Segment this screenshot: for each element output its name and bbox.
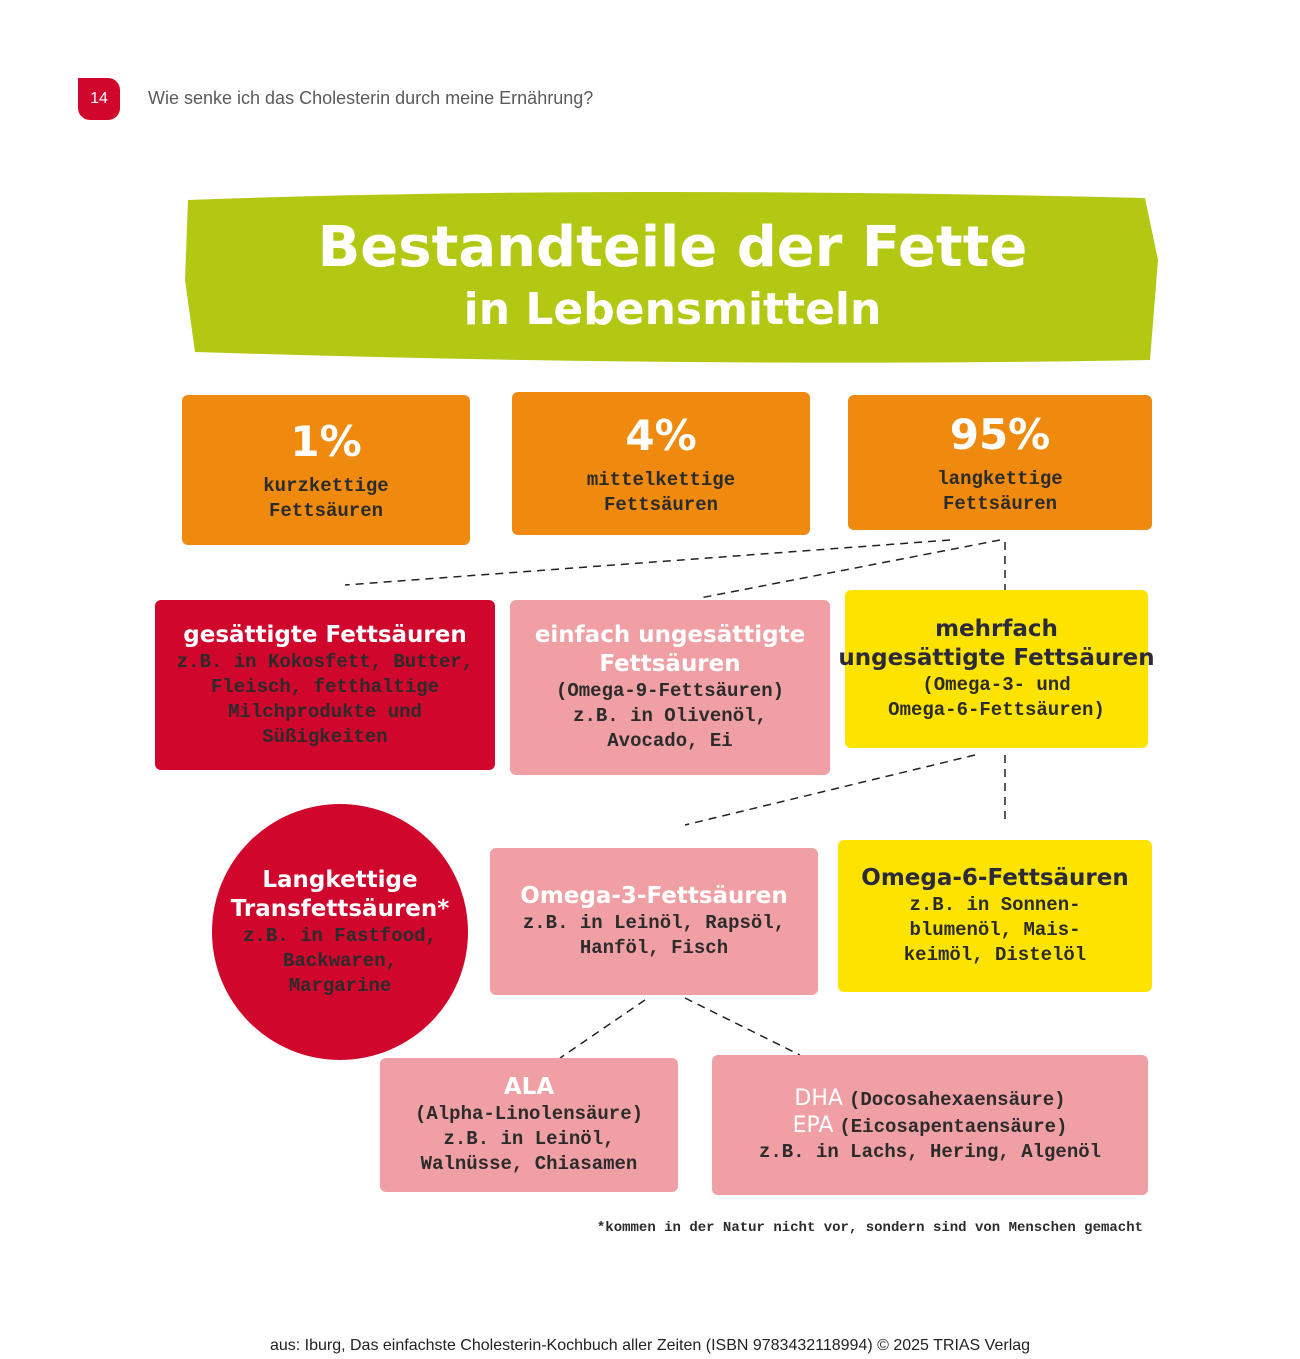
abbreviation: DHA — [794, 1085, 843, 1111]
box-text: z.B. in Kokosfett, Butter, — [176, 650, 474, 673]
info-box: einfach ungesättigte Fettsäuren (Omega-9-F… — [510, 600, 830, 775]
box-title: mehrfach — [935, 616, 1058, 642]
info-box: gesättigte Fettsäuren z.B. in Kokosfett, … — [155, 600, 495, 770]
connector — [344, 539, 951, 586]
infographic-title: Bestandteile der Fette — [317, 215, 1028, 280]
box-title: Langkettige — [262, 866, 418, 893]
info-box: Omega-3-Fettsäuren z.B. in Leinöl, Rapsöl… — [490, 848, 818, 995]
box-text: (Omega-3- und — [922, 674, 1071, 696]
box-text: (Alpha-Linolensäure) — [414, 1103, 644, 1125]
box-title: gesättigte Fettsäuren — [183, 621, 467, 648]
connector — [684, 754, 976, 826]
box-title: Fettsäuren — [599, 651, 741, 677]
box-title: ungesättigte Fettsäuren — [838, 645, 1155, 671]
box-text: Backwaren, — [282, 949, 398, 972]
percent: 1% — [290, 417, 362, 466]
info-box: 95% langkettige Fettsäuren — [848, 395, 1152, 530]
acid-row: DHA (Docosahexaensäure) — [794, 1086, 1065, 1113]
box-text: Margarine — [288, 974, 392, 997]
acid-row: EPA (Eicosapentaensäure) — [793, 1113, 1068, 1140]
box-label: kurzkettige — [263, 475, 389, 497]
box-text: z.B. in Leinöl, Rapsöl, — [522, 912, 786, 934]
box-text: z.B. in Lachs, Hering, Algenöl — [758, 1140, 1102, 1163]
acid-name: (Eicosapentaensäure) — [839, 1115, 1068, 1138]
box-text: Süßigkeiten — [262, 725, 388, 748]
info-box: DHA (Docosahexaensäure) EPA (Eicosapentaens… — [712, 1055, 1148, 1195]
footnote: *kommen in der Natur nicht vor, sondern … — [596, 1220, 1143, 1236]
box-title: einfach ungesättigte — [534, 622, 806, 648]
box-label: mittelkettige — [586, 468, 736, 491]
info-box: ALA (Alpha-Linolensäure) z.B. in Leinöl, Wa… — [380, 1058, 678, 1192]
box-title: Omega-6-Fettsäuren — [861, 865, 1129, 891]
percent: 4% — [625, 410, 697, 460]
info-box: 4% mittelkettige Fettsäuren — [512, 392, 810, 535]
box-text: Walnüsse, Chiasamen — [420, 1153, 638, 1175]
title-banner — [185, 191, 1158, 363]
box-text: Milchprodukte und — [228, 700, 422, 723]
box-text: keimöl, Distelöl — [903, 944, 1087, 966]
percent: 95% — [949, 409, 1051, 459]
box-text: Omega-6-Fettsäuren) — [888, 699, 1105, 721]
connector — [699, 539, 1001, 599]
box-text: Hanföl, Fisch — [579, 937, 729, 959]
box-title: Omega-3-Fettsäuren — [520, 883, 788, 909]
info-box: mehrfach ungesättigte Fettsäuren (Omega-3-… — [838, 590, 1155, 748]
infographic-subtitle: in Lebensmitteln — [463, 284, 882, 335]
circle-box: Langkettige Transfettsäuren* z.B. in Fastf… — [212, 804, 468, 1060]
box-title: Transfettsäuren* — [230, 895, 450, 922]
acid-name: (Docosahexaensäure) — [848, 1088, 1066, 1111]
box-label: langkettige — [937, 467, 1063, 490]
box-text: (Omega-9-Fettsäuren) — [555, 680, 785, 702]
page-number: 14 — [78, 78, 120, 120]
box-text: z.B. in Fastfood, — [243, 924, 437, 947]
connector — [559, 999, 646, 1059]
box-label: Fettsäuren — [268, 500, 384, 522]
box-text: blumenöl, Mais- — [909, 919, 1081, 941]
box-label: Fettsäuren — [942, 492, 1058, 515]
box-text: z.B. in Olivenöl, — [573, 705, 767, 727]
running-header: Wie senke ich das Cholesterin durch mein… — [148, 88, 594, 108]
box-text: Fleisch, fetthaltige — [210, 675, 440, 698]
box-text: z.B. in Leinöl, — [443, 1128, 615, 1150]
box-title: ALA — [503, 1074, 555, 1100]
box-label: Fettsäuren — [603, 493, 719, 516]
box-text: Avocado, Ei — [607, 730, 733, 752]
abbreviation: EPA — [792, 1112, 834, 1138]
box-text: z.B. in Sonnen- — [909, 894, 1081, 916]
connector — [684, 997, 801, 1056]
info-box: 1% kurzkettige Fettsäuren — [182, 395, 470, 545]
source: aus: Iburg, Das einfachste Cholesterin-K… — [269, 1337, 1031, 1354]
info-box: Omega-6-Fettsäuren z.B. in Sonnen-blumenö… — [838, 840, 1152, 992]
